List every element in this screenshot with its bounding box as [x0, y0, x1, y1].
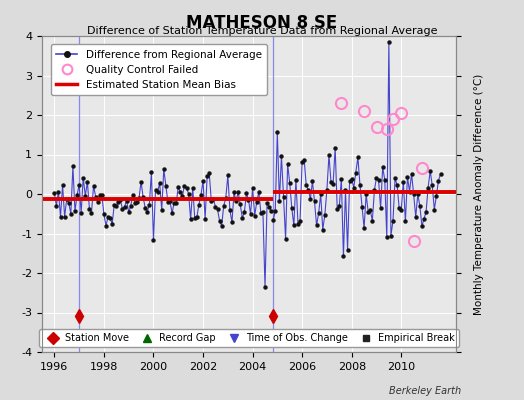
- Text: Berkeley Earth: Berkeley Earth: [389, 386, 461, 396]
- Text: Difference of Station Temperature Data from Regional Average: Difference of Station Temperature Data f…: [87, 26, 437, 36]
- Text: MATHESON 8 SE: MATHESON 8 SE: [187, 14, 337, 32]
- Y-axis label: Monthly Temperature Anomaly Difference (°C): Monthly Temperature Anomaly Difference (…: [474, 73, 484, 315]
- Legend: Station Move, Record Gap, Time of Obs. Change, Empirical Break: Station Move, Record Gap, Time of Obs. C…: [39, 329, 459, 347]
